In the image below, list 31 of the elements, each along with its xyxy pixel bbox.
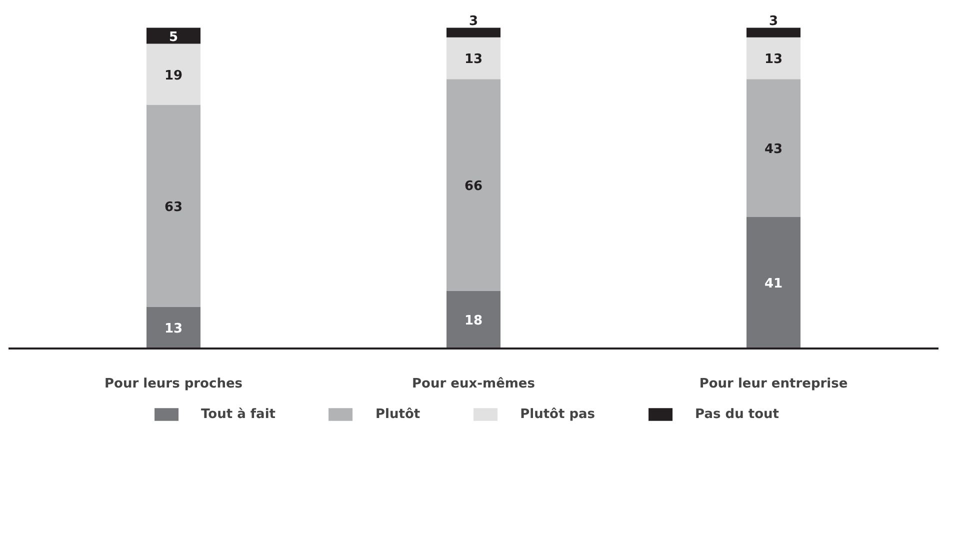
legend-label: Tout à fait bbox=[201, 406, 276, 422]
bar bbox=[746, 28, 800, 38]
data-label: 43 bbox=[764, 142, 783, 158]
x-tick-label: Pour leur entreprise bbox=[699, 376, 848, 392]
x-tick-label: Pour eux-mêmes bbox=[412, 376, 536, 392]
bar bbox=[746, 216, 800, 348]
data-label: 3 bbox=[468, 14, 478, 30]
data-label: 13 bbox=[764, 52, 783, 68]
bar bbox=[446, 290, 500, 348]
data-label: 3 bbox=[768, 14, 778, 30]
data-label: 13 bbox=[164, 322, 183, 337]
bar bbox=[146, 28, 200, 44]
bar bbox=[146, 44, 200, 105]
x-tick-label: Pour leurs proches bbox=[104, 376, 243, 392]
data-label: 19 bbox=[164, 68, 183, 84]
data-label: 18 bbox=[464, 314, 483, 329]
bar bbox=[746, 37, 800, 80]
data-label: 66 bbox=[464, 178, 483, 194]
bar bbox=[446, 79, 500, 291]
bar bbox=[446, 37, 500, 80]
bar bbox=[446, 28, 500, 38]
bar bbox=[746, 79, 800, 217]
legend-label: Plutôt bbox=[375, 406, 420, 422]
legend-label: Pas du tout bbox=[695, 406, 779, 422]
data-label: 13 bbox=[464, 52, 483, 68]
data-label: 5 bbox=[168, 30, 178, 45]
bar bbox=[146, 306, 200, 348]
data-label: 63 bbox=[164, 200, 183, 215]
legend-label: Plutôt pas bbox=[520, 406, 596, 422]
data-label: 41 bbox=[764, 276, 783, 292]
bar bbox=[146, 104, 200, 307]
